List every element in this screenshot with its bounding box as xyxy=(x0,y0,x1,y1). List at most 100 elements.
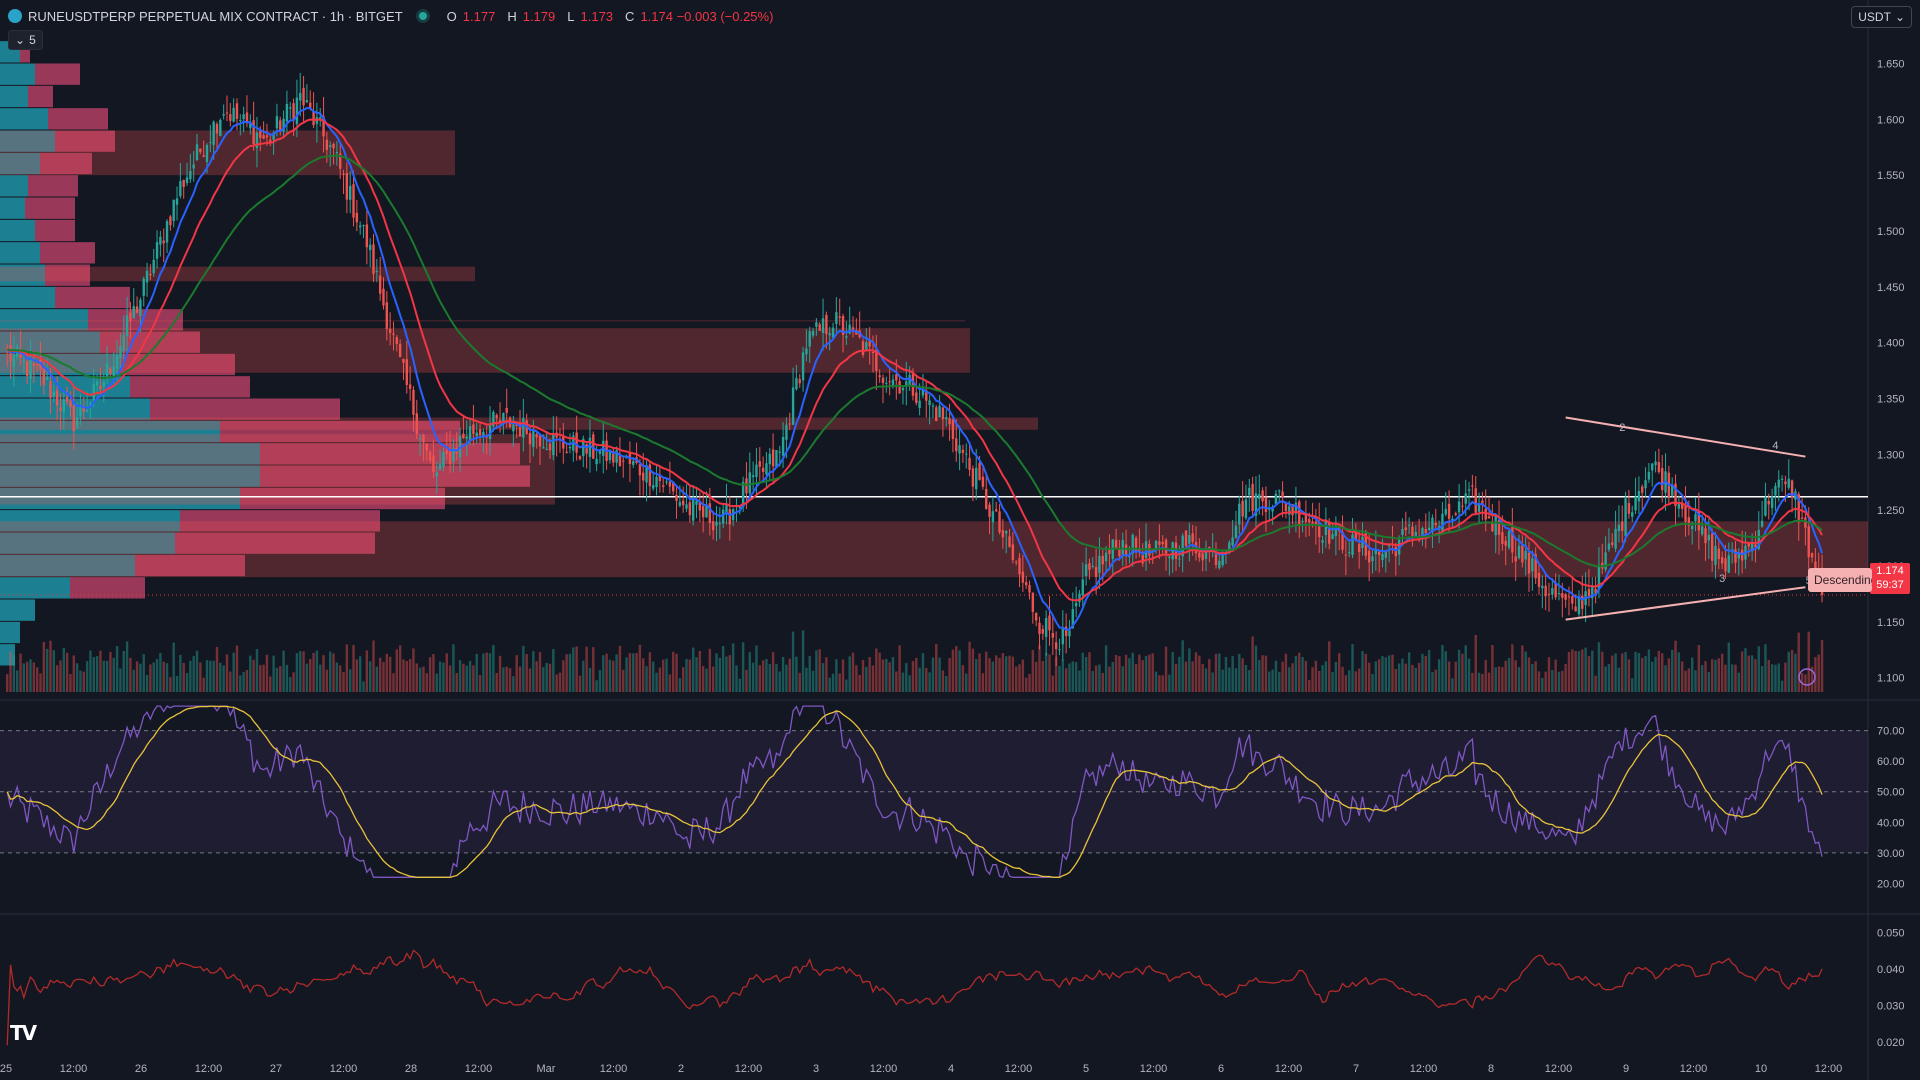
volume-bar xyxy=(1014,666,1018,692)
candle-body xyxy=(675,494,678,501)
candle-body xyxy=(1547,593,1551,595)
volume-bar xyxy=(582,660,585,692)
candle-body xyxy=(1324,519,1328,535)
candle-body xyxy=(691,499,695,521)
candle-body xyxy=(475,432,478,437)
volume-bar xyxy=(662,659,665,692)
candle-body xyxy=(1264,497,1268,513)
candle-body xyxy=(225,112,229,114)
candle-body xyxy=(1564,594,1567,600)
candle-body xyxy=(1221,554,1224,566)
candle-body xyxy=(1774,486,1777,496)
candle-body xyxy=(1061,628,1065,645)
candle-body xyxy=(1005,531,1008,534)
volume-bar xyxy=(831,673,835,692)
volume-bar xyxy=(1464,645,1467,692)
volume-bar xyxy=(1451,678,1454,692)
candle-body xyxy=(405,359,408,385)
candle-body xyxy=(1804,517,1807,528)
volume-bar xyxy=(235,645,239,692)
candle-body xyxy=(235,103,239,120)
volume-bar xyxy=(865,666,868,692)
candle-body xyxy=(282,118,285,132)
order-block-zone xyxy=(0,328,970,373)
volume-bar xyxy=(1767,660,1770,692)
volume-bar xyxy=(881,659,885,692)
volume-bar xyxy=(1567,651,1571,692)
candle-body xyxy=(1054,642,1058,650)
volume-bar xyxy=(1288,667,1291,692)
close-key: C xyxy=(625,8,635,24)
candle-body xyxy=(751,475,755,478)
volume-bar xyxy=(149,664,152,692)
candle-body xyxy=(192,164,195,169)
candle-body xyxy=(482,431,485,436)
volume-bar xyxy=(105,660,109,692)
volume-bar xyxy=(1191,661,1194,692)
candle-body xyxy=(425,443,428,451)
price-axis-tick: 1.100 xyxy=(1877,673,1905,685)
volume-bar xyxy=(345,644,349,692)
candle-body xyxy=(1387,544,1391,547)
candle-body xyxy=(252,120,255,145)
volume-bar xyxy=(185,673,189,692)
candle-body xyxy=(1158,541,1161,545)
candle-body xyxy=(1234,525,1238,538)
volume-bar xyxy=(928,672,931,692)
volume-bar xyxy=(45,648,49,692)
candle-body xyxy=(785,424,788,440)
volume-bar xyxy=(508,668,512,692)
time-axis-tick: 12:00 xyxy=(330,1063,358,1075)
candle-body xyxy=(1641,486,1644,493)
volume-bar xyxy=(1264,655,1268,692)
volume-bar xyxy=(408,658,412,692)
candle-body xyxy=(538,435,542,447)
chevron-down-icon: ⌄ xyxy=(15,33,26,47)
volume-bar xyxy=(242,671,245,692)
candle-body xyxy=(995,509,998,512)
volume-bar xyxy=(282,650,285,692)
volume-bar xyxy=(239,675,242,692)
volume-bar xyxy=(1018,664,1021,692)
ema-line xyxy=(6,118,1823,602)
tradingview-logo-icon[interactable]: TV xyxy=(10,1021,37,1045)
time-axis-tick: 26 xyxy=(135,1063,147,1075)
volume-bar xyxy=(838,673,841,692)
candle-body xyxy=(332,143,335,149)
candle-body xyxy=(642,472,645,481)
candle-body xyxy=(1424,529,1427,533)
candle-body xyxy=(1251,483,1254,511)
volume-bar xyxy=(65,652,69,692)
volume-bar xyxy=(1064,668,1068,692)
candle-body xyxy=(1301,520,1304,522)
volume-bar xyxy=(55,665,59,692)
volume-profile-down-bar xyxy=(70,577,145,599)
pattern-label[interactable]: Descending xyxy=(1808,568,1872,592)
volume-bar xyxy=(698,651,702,692)
candle-body xyxy=(1511,526,1514,553)
candle-body xyxy=(85,409,89,412)
volume-bar xyxy=(1338,653,1341,692)
candle-body xyxy=(65,397,69,402)
candle-body xyxy=(518,422,522,437)
volume-bar xyxy=(1214,653,1218,692)
candle-body xyxy=(1697,511,1701,531)
candle-body xyxy=(1427,527,1431,531)
candle-body xyxy=(638,464,642,476)
candle-body xyxy=(1058,649,1061,651)
indicators-collapse-button[interactable]: ⌄ 5 xyxy=(8,30,43,50)
volume-bar xyxy=(1447,661,1451,692)
volume-bar xyxy=(472,665,475,692)
volume-bar xyxy=(378,657,382,692)
symbol-title[interactable]: RUNEUSDTPERP PERPETUAL MIX CONTRACT · 1h… xyxy=(28,8,403,24)
volume-bar xyxy=(1254,645,1258,692)
candle-body xyxy=(159,236,162,245)
candle-body xyxy=(1687,517,1691,526)
volume-bar xyxy=(781,656,785,692)
volume-bar xyxy=(1008,655,1011,692)
volume-bar xyxy=(518,666,522,692)
volume-bar xyxy=(322,655,325,692)
currency-select[interactable]: USDT ⌄ xyxy=(1851,6,1912,28)
candle-body xyxy=(975,467,978,490)
